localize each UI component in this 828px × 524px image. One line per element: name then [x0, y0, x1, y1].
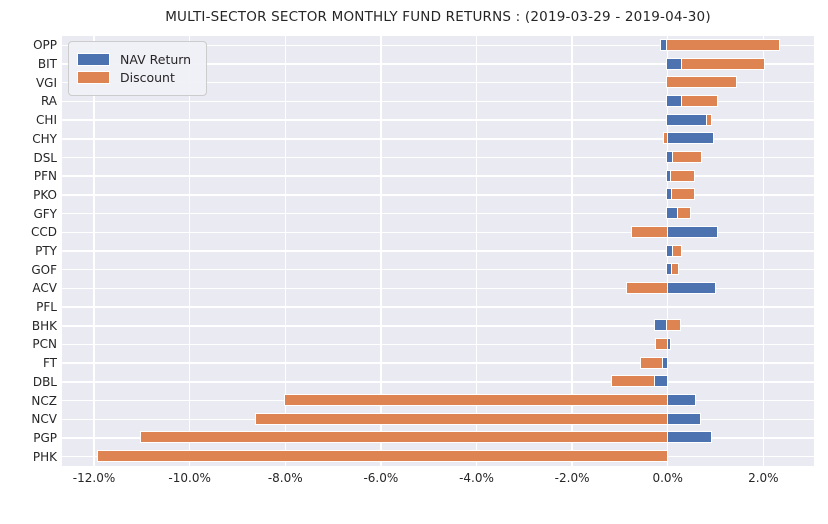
bar-discount-ft — [640, 356, 663, 369]
y-tick-label: NCV — [31, 412, 57, 427]
y-tick-label: PKO — [33, 187, 57, 202]
y-gridline — [62, 44, 814, 47]
bar-discount-ra — [681, 94, 719, 107]
bar-discount-phk — [97, 450, 669, 463]
y-gridline — [62, 250, 814, 252]
y-gridline — [62, 156, 814, 159]
y-gridline — [62, 63, 814, 65]
y-tick-label: NCZ — [31, 393, 57, 408]
bar-discount-pfn — [670, 169, 695, 182]
chart-title: MULTI-SECTOR SECTOR MONTHLY FUND RETURNS… — [165, 9, 711, 25]
y-tick-label: PGP — [33, 430, 57, 445]
bar-discount-gof — [671, 263, 679, 276]
bar-discount-chy — [663, 132, 669, 145]
y-tick-label: CCD — [31, 225, 57, 240]
bar-discount-pgp — [140, 431, 669, 444]
x-tick-label: -2.0% — [554, 471, 590, 485]
y-tick-label: VGI — [35, 75, 57, 90]
y-gridline — [62, 231, 814, 234]
bar-discount-ncz — [283, 394, 669, 407]
plot-area — [62, 36, 814, 466]
y-gridline — [62, 119, 814, 121]
bar-discount-bit — [681, 57, 765, 70]
y-gridline — [62, 175, 814, 177]
x-tick-label: 2.0% — [748, 471, 779, 485]
y-tick-label: PFL — [36, 300, 57, 315]
bar-discount-dsl — [671, 151, 702, 164]
x-tick-label: -6.0% — [363, 471, 399, 485]
y-gridline — [62, 362, 814, 364]
x-tick-label: 0.0% — [652, 471, 683, 485]
bar-nav-return-ncv — [666, 412, 702, 425]
legend-item-nav-return: NAV Return — [77, 52, 196, 67]
y-tick-label: PTY — [35, 244, 57, 258]
bar-nav-return-dbl — [652, 375, 669, 388]
y-tick-label: PHK — [32, 449, 57, 464]
bar-nav-return-acv — [666, 281, 716, 294]
y-gridline — [62, 343, 814, 346]
y-tick-label: BIT — [37, 57, 57, 72]
bar-nav-return-ccd — [666, 225, 718, 238]
y-tick-label: CHY — [32, 131, 57, 146]
y-gridline — [62, 381, 814, 383]
bar-discount-vgi — [666, 76, 738, 89]
y-tick-label: GFY — [33, 206, 57, 221]
y-tick-label: RA — [40, 94, 57, 109]
bar-discount-dbl — [610, 375, 655, 388]
bar-discount-ncv — [255, 412, 669, 425]
y-gridline — [62, 287, 814, 290]
y-tick-label: GOF — [31, 262, 57, 277]
y-tick-label: CHI — [36, 113, 57, 128]
y-gridline — [62, 100, 814, 103]
legend: NAV Return Discount — [68, 41, 207, 96]
y-gridline — [62, 325, 814, 327]
bar-discount-chi — [706, 113, 713, 126]
bar-discount-pko — [670, 188, 695, 201]
bar-nav-return-chy — [666, 132, 714, 145]
bar-nav-return-chi — [666, 113, 709, 126]
y-tick-label: DSL — [33, 150, 57, 165]
y-tick-label: DBL — [32, 374, 57, 389]
bar-discount-acv — [626, 281, 669, 294]
y-gridline — [62, 138, 814, 140]
y-gridline — [62, 81, 814, 84]
x-tick-label: -12.0% — [72, 471, 116, 485]
y-tick-label: PFN — [33, 169, 57, 184]
bar-discount-bhk — [666, 319, 681, 332]
y-gridline — [62, 268, 814, 271]
y-gridline — [62, 306, 814, 308]
x-tick-label: -4.0% — [459, 471, 494, 485]
nav-return-swatch-icon — [77, 53, 110, 66]
discount-swatch-icon — [77, 71, 110, 84]
y-tick-label: OPP — [33, 38, 57, 53]
y-gridline — [62, 212, 814, 215]
x-tick-label: -8.0% — [267, 471, 303, 485]
x-tick-label: -10.0% — [168, 471, 211, 485]
y-tick-label: PCN — [32, 337, 57, 352]
bar-discount-pcn — [655, 337, 669, 350]
legend-label-nav-return: NAV Return — [120, 52, 192, 67]
bar-discount-opp — [666, 38, 780, 51]
y-gridline — [62, 194, 814, 196]
legend-item-discount: Discount — [77, 70, 196, 85]
bar-discount-gfy — [676, 207, 692, 220]
bar-discount-ccd — [631, 225, 669, 238]
bar-discount-pty — [672, 244, 682, 257]
y-tick-label: BHK — [31, 318, 57, 333]
bar-nav-return-ncz — [666, 394, 696, 407]
legend-label-discount: Discount — [120, 70, 175, 85]
y-tick-label: FT — [42, 356, 57, 371]
y-tick-label: ACV — [32, 281, 57, 296]
bar-nav-return-pgp — [666, 431, 713, 444]
